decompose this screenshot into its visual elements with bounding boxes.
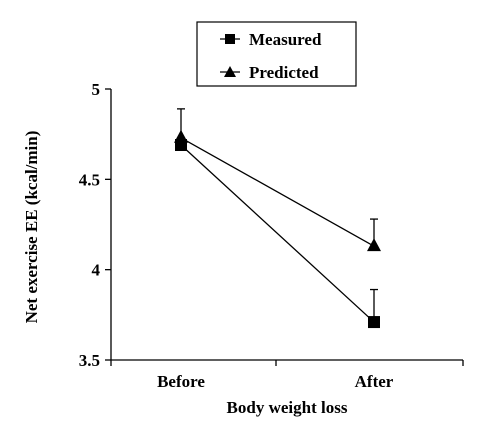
x-tick-label: After <box>355 372 394 391</box>
x-tick-label: Before <box>157 372 205 391</box>
y-axis-label: Net exercise EE (kcal/min) <box>22 131 41 324</box>
series-line <box>180 137 375 247</box>
x-axis-label: Body weight loss <box>227 398 348 417</box>
series-measured <box>175 138 380 329</box>
y-tick-label: 4.5 <box>79 170 100 189</box>
data-point-triangle <box>174 129 188 143</box>
series-predicted <box>174 108 381 252</box>
legend-label-measured: Measured <box>249 30 322 49</box>
legend-entry-measured: Measured <box>220 30 322 49</box>
y-ticks: 3.5 4 4.5 5 <box>79 80 111 370</box>
legend-entry-predicted: Predicted <box>220 63 319 82</box>
legend-label-predicted: Predicted <box>249 63 319 82</box>
y-tick-label: 3.5 <box>79 351 100 370</box>
legend: Measured Predicted <box>196 21 357 87</box>
series-layer <box>174 108 381 329</box>
legend-marker-square <box>225 34 235 44</box>
data-point-square <box>368 316 380 329</box>
legend-marker-triangle <box>224 66 236 77</box>
series-line <box>180 144 375 323</box>
data-point-triangle <box>367 238 381 252</box>
legend-box <box>196 21 357 87</box>
y-tick-label: 4 <box>92 261 101 280</box>
y-tick-label: 5 <box>92 80 101 99</box>
x-ticks: Before After <box>110 360 464 391</box>
